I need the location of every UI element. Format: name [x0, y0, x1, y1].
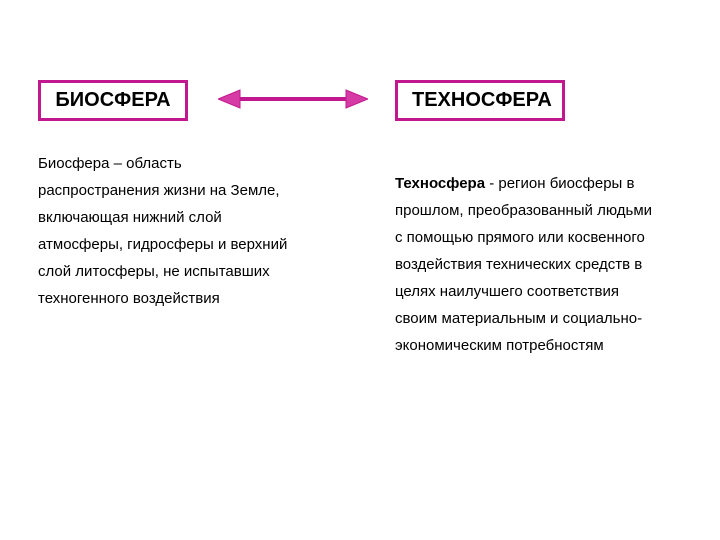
biosphere-title-box: БИОСФЕРА [38, 80, 188, 121]
technosphere-description-bold: Техносфера [395, 175, 485, 192]
technosphere-description: Техносфера - регион биосферы в прошлом, … [395, 170, 655, 359]
technosphere-title-box: ТЕХНОСФЕРА [395, 80, 565, 121]
biosphere-title-text: БИОСФЕРА [55, 89, 170, 111]
slide-canvas: БИОСФЕРА ТЕХНОСФЕРА Биосфера – область р… [0, 0, 720, 540]
biosphere-description-text: Биосфера – область распространения жизни… [38, 155, 287, 307]
biosphere-description: Биосфера – область распространения жизни… [38, 150, 298, 312]
double-arrow-icon [218, 88, 368, 110]
technosphere-description-rest: - регион биосферы в прошлом, преобразова… [395, 175, 652, 354]
technosphere-title-text: ТЕХНОСФЕРА [412, 89, 552, 111]
